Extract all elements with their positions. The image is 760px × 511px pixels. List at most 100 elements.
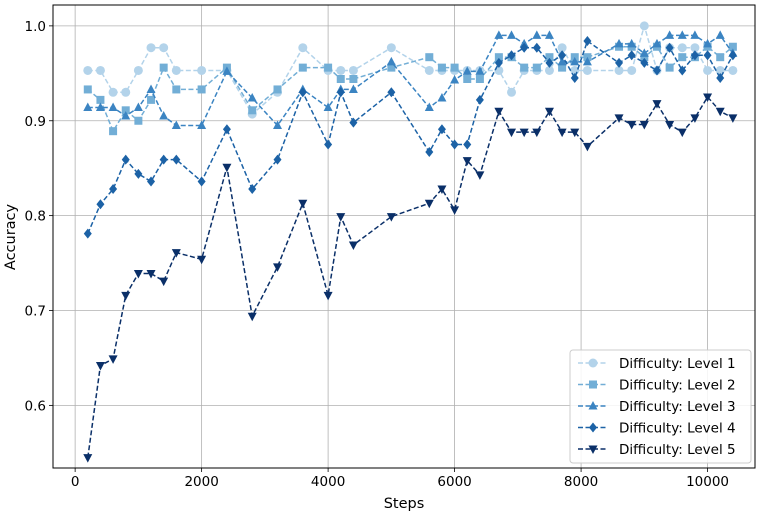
data-point (639, 21, 649, 31)
data-point (475, 75, 484, 84)
data-point (159, 63, 168, 72)
legend-label: Difficulty: Level 2 (619, 378, 736, 394)
data-point (558, 63, 567, 72)
series-line (87, 39, 734, 234)
data-point (437, 124, 446, 135)
data-point (545, 57, 554, 68)
data-point (507, 30, 517, 39)
data-point (665, 63, 674, 72)
data-point (614, 65, 624, 75)
data-point (159, 111, 169, 120)
data-point (450, 74, 460, 84)
y-tick-label: 0.8 (25, 209, 46, 225)
y-axis-label: Accuracy (3, 203, 19, 270)
data-point (437, 185, 447, 195)
plot-frame (52, 4, 756, 469)
data-point (544, 65, 554, 75)
data-point (475, 94, 484, 105)
y-tick-label: 0.6 (25, 398, 46, 414)
data-point (690, 43, 700, 53)
data-point (248, 106, 257, 115)
data-point (134, 116, 143, 125)
data-point (109, 184, 118, 195)
x-tick-label: 2000 (184, 474, 218, 490)
data-point (133, 102, 143, 111)
data-point (728, 114, 738, 123)
data-point (678, 65, 687, 76)
data-point (545, 53, 554, 62)
data-point (121, 87, 131, 97)
legend-marker (588, 358, 598, 368)
legend-entry-level-1: Difficulty: Level 1 (578, 356, 736, 372)
data-point (197, 85, 206, 94)
data-point (273, 263, 283, 272)
data-point (450, 139, 459, 150)
data-point (558, 50, 567, 61)
data-point (703, 50, 712, 61)
data-point (273, 154, 282, 165)
data-point (386, 56, 396, 66)
data-point (121, 111, 131, 120)
data-point (121, 291, 131, 301)
data-point (677, 43, 687, 53)
x-tick-label: 4000 (311, 474, 345, 490)
grid-layer (53, 5, 755, 468)
data-point (83, 85, 92, 94)
data-point (494, 30, 504, 39)
data-point (544, 107, 554, 117)
data-point (424, 199, 434, 209)
data-point (96, 95, 105, 104)
data-point (582, 142, 592, 152)
x-tick-label: 10000 (686, 474, 729, 490)
data-point (507, 50, 516, 61)
data-point (690, 114, 700, 123)
x-axis-label: Steps (384, 496, 425, 511)
data-point (348, 65, 358, 75)
data-point (386, 213, 396, 222)
data-point (639, 48, 649, 57)
data-point (83, 228, 92, 239)
data-point (583, 36, 592, 47)
data-point (475, 66, 485, 75)
data-point (247, 92, 257, 102)
data-point (582, 56, 592, 66)
data-point (146, 270, 156, 279)
data-point (665, 42, 674, 53)
data-point (171, 65, 181, 75)
data-point (424, 65, 434, 75)
data-point (349, 117, 358, 128)
data-point (728, 65, 738, 75)
data-point (133, 65, 143, 75)
data-point (475, 171, 485, 180)
data-point (570, 128, 580, 138)
data-point (222, 163, 232, 173)
data-point (463, 139, 472, 150)
data-point (520, 42, 529, 53)
data-point (96, 199, 105, 210)
data-point (715, 30, 725, 39)
data-point (494, 107, 504, 117)
data-point (463, 75, 472, 84)
data-point (108, 102, 118, 111)
series-level-4 (83, 36, 737, 239)
legend-entry-level-3: Difficulty: Level 3 (578, 399, 736, 415)
data-point (627, 50, 636, 61)
data-point (159, 277, 169, 287)
data-point (532, 30, 542, 39)
data-point (146, 43, 156, 53)
data-point (639, 121, 649, 130)
data-point (197, 120, 207, 129)
data-point (121, 106, 130, 115)
data-point (678, 53, 687, 62)
data-point (172, 85, 181, 94)
y-tick-label: 0.7 (25, 304, 46, 320)
legend-label: Difficulty: Level 4 (619, 421, 736, 437)
data-point (146, 84, 156, 93)
data-point (652, 38, 662, 48)
data-point (494, 53, 503, 62)
legend-marker (589, 380, 597, 389)
data-point (557, 128, 567, 138)
data-point (520, 63, 529, 72)
data-point (652, 65, 661, 76)
data-point (83, 454, 93, 463)
